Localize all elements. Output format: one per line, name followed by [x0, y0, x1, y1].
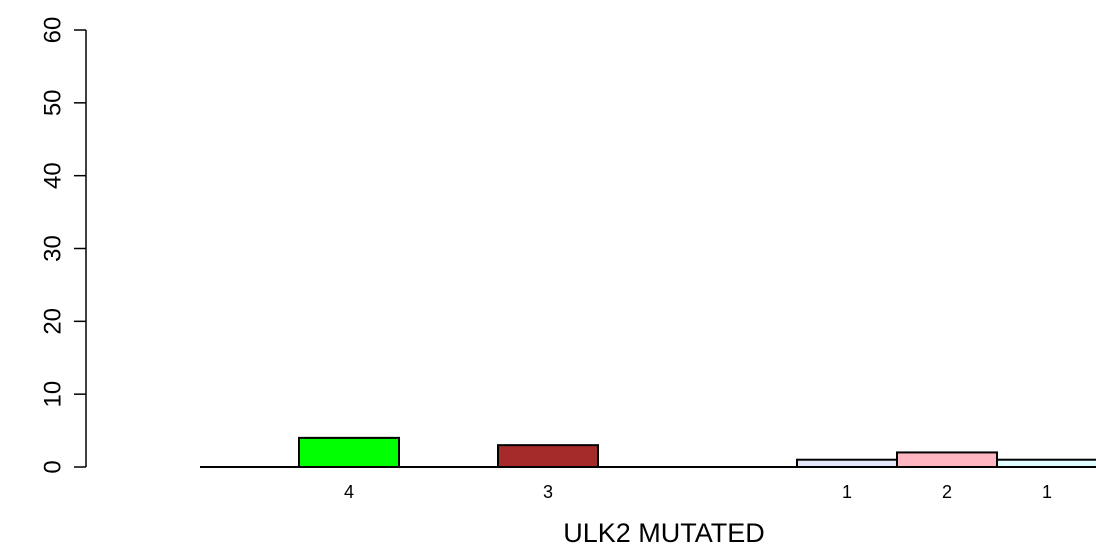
y-tick-label: 0 [39, 460, 66, 473]
bar [896, 451, 998, 468]
y-tick-label: 20 [39, 308, 66, 335]
bar [796, 458, 898, 469]
x-axis-title: ULK2 MUTATED [563, 518, 765, 548]
bar [497, 444, 599, 468]
bar-value-label: 1 [1042, 482, 1052, 502]
bar [996, 458, 1096, 469]
y-axis: 0 10 20 30 40 50 60 [39, 17, 87, 474]
bar-value-label: 3 [543, 482, 553, 502]
bar-value-label: 2 [942, 482, 952, 502]
y-tick-label: 50 [39, 89, 66, 116]
y-tick-label: 60 [39, 17, 66, 44]
bar-value-label: 4 [344, 482, 354, 502]
bars: 4 3 1 2 1 [298, 436, 1096, 502]
y-tick-label: 30 [39, 235, 66, 262]
bar [298, 436, 400, 469]
bar-value-label: 1 [842, 482, 852, 502]
y-tick-label: 40 [39, 162, 66, 189]
y-tick-label: 10 [39, 381, 66, 408]
